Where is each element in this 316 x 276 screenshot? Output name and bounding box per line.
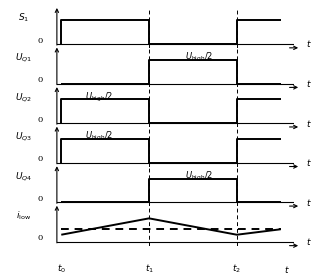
Text: 0: 0 <box>37 76 43 84</box>
Text: $t$: $t$ <box>306 157 312 168</box>
Text: 0: 0 <box>37 155 43 163</box>
Text: 0: 0 <box>37 37 43 45</box>
Text: $S_1$: $S_1$ <box>18 12 29 24</box>
Text: $t$: $t$ <box>306 236 312 247</box>
Text: $t_2$: $t_2$ <box>232 262 241 275</box>
Text: $U_{Q3}$: $U_{Q3}$ <box>15 131 32 143</box>
Text: $t$: $t$ <box>284 264 290 275</box>
Text: $i_{\mathrm{low}}$: $i_{\mathrm{low}}$ <box>16 210 31 222</box>
Text: 0: 0 <box>37 195 43 203</box>
Text: $U_{Q1}$: $U_{Q1}$ <box>15 51 32 64</box>
Text: 0: 0 <box>37 116 43 124</box>
Text: $U_{\mathrm{high}}/2$: $U_{\mathrm{high}}/2$ <box>85 91 114 104</box>
Text: $U_{\mathrm{high}}/2$: $U_{\mathrm{high}}/2$ <box>85 130 114 143</box>
Text: $U_{Q2}$: $U_{Q2}$ <box>15 91 32 104</box>
Text: $t$: $t$ <box>306 38 312 49</box>
Text: $U_{Q4}$: $U_{Q4}$ <box>15 170 32 183</box>
Text: $t$: $t$ <box>306 197 312 208</box>
Text: $U_{\mathrm{high}}/2$: $U_{\mathrm{high}}/2$ <box>185 170 213 183</box>
Text: $t$: $t$ <box>306 78 312 89</box>
Text: $t_1$: $t_1$ <box>144 262 154 275</box>
Text: $t_0$: $t_0$ <box>57 262 66 275</box>
Text: $U_{\mathrm{high}}/2$: $U_{\mathrm{high}}/2$ <box>185 51 213 64</box>
Text: $t$: $t$ <box>306 118 312 129</box>
Text: 0: 0 <box>37 235 43 243</box>
